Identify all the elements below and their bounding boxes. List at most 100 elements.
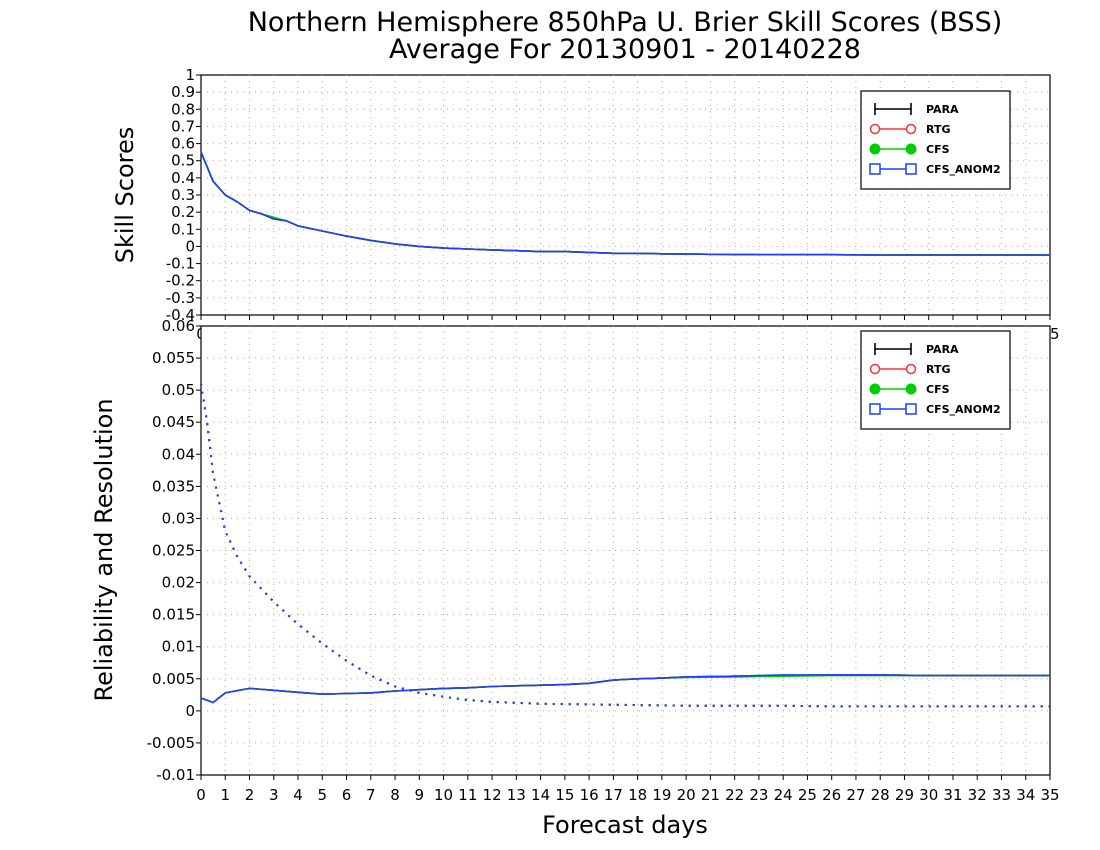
x-tick-label: 16	[580, 786, 599, 804]
y-tick-label: 0.2	[171, 203, 195, 221]
legend-label: RTG	[926, 363, 951, 376]
y-tick-label: 0.5	[171, 152, 195, 170]
y-tick-label: 0.6	[171, 135, 195, 153]
x-tick-label: 4	[293, 786, 303, 804]
y-tick-label: -0.2	[166, 272, 195, 290]
legend-label: CFS_ANOM2	[926, 403, 1001, 416]
y-tick-label: 0.035	[152, 477, 195, 495]
y-tick-label: 0.015	[152, 606, 195, 624]
y-tick-label: 0.4	[171, 169, 195, 187]
y-tick-label: 0.7	[171, 117, 195, 135]
x-tick-label: 19	[652, 786, 671, 804]
x-axis-label: Forecast days	[542, 811, 708, 839]
y-tick-label: 0.1	[171, 220, 195, 238]
y-tick-label: -0.005	[147, 734, 195, 752]
y-tick-label: -0.01	[156, 766, 195, 784]
x-tick-label: 14	[531, 786, 550, 804]
legend-box	[860, 330, 1011, 430]
reliability-resolution-panel: 0.060.0550.050.0450.040.0350.030.0250.02…	[90, 317, 1060, 804]
legend-label: CFS	[926, 143, 950, 156]
legend-box	[860, 90, 1011, 190]
legend-marker-square	[869, 163, 881, 175]
skill-scores-panel: 10.90.80.70.60.50.40.30.20.10-0.1-0.2-0.…	[111, 66, 1060, 343]
y-tick-label: 0.9	[171, 83, 195, 101]
y-tick-label: 0.005	[152, 670, 195, 688]
x-tick-label: 10	[434, 786, 453, 804]
x-tick-label: 6	[342, 786, 352, 804]
y-tick-label: -0.4	[166, 306, 195, 324]
x-tick-label: 22	[725, 786, 744, 804]
legend-label: PARA	[926, 343, 959, 356]
series-line-cfs-anom2	[200, 151, 1050, 256]
x-tick-label: 29	[895, 786, 914, 804]
y-tick-label: 1	[185, 66, 195, 84]
legend-marker-dot	[869, 143, 881, 155]
y-tick-label: 0.8	[171, 100, 195, 118]
y-tick-label: 0.04	[162, 445, 195, 463]
legend-marker-dot	[905, 143, 917, 155]
legend-marker-circle	[869, 123, 881, 135]
reliability-lines	[200, 674, 1050, 704]
y-tick-label: 0.025	[152, 542, 195, 560]
x-tick-label: 7	[366, 786, 376, 804]
x-tick-label: 23	[749, 786, 768, 804]
y-axis-label: Reliability and Resolution	[90, 398, 118, 701]
y-axis-label: Skill Scores	[111, 127, 139, 264]
y-tick-label: 0.06	[162, 317, 195, 335]
x-tick-label: 2	[245, 786, 255, 804]
legend-label: CFS_ANOM2	[926, 163, 1001, 176]
grid	[201, 75, 1050, 315]
legend-marker-dot	[869, 383, 881, 395]
x-tick-label: 21	[701, 786, 720, 804]
x-tick-label: 28	[871, 786, 890, 804]
x-tick-label: 27	[846, 786, 865, 804]
x-tick-label: 12	[483, 786, 502, 804]
x-tick-label: 11	[458, 786, 477, 804]
x-tick-label: 1	[220, 786, 230, 804]
y-tick-label: 0.01	[162, 638, 195, 656]
x-tick-label: 26	[822, 786, 841, 804]
y-tick-label: 0.3	[171, 186, 195, 204]
x-tick-label: 3	[269, 786, 279, 804]
x-tick-label: 35	[1040, 786, 1059, 804]
x-tick-label: 31	[943, 786, 962, 804]
legend-marker-circle	[905, 363, 917, 375]
legend-marker-square	[869, 403, 881, 415]
x-tick-label: 17	[604, 786, 623, 804]
y-tick-label: 0.02	[162, 574, 195, 592]
y-tick-label: 0.05	[162, 381, 195, 399]
x-tick-label: 13	[507, 786, 526, 804]
y-tick-label: 0.055	[152, 349, 195, 367]
x-tick-label: 25	[798, 786, 817, 804]
legend-label: PARA	[926, 103, 959, 116]
resolution-lines	[200, 383, 1050, 708]
x-tick-label: 15	[555, 786, 574, 804]
y-tick-label: -0.3	[166, 289, 195, 307]
x-tick-label: 0	[196, 786, 206, 804]
x-tick-label: 20	[677, 786, 696, 804]
chart-title-line2: Average For 20130901 - 20140228	[389, 34, 861, 65]
series-line-cfs-anom2	[200, 674, 1050, 704]
chart-title-line1: Northern Hemisphere 850hPa U. Brier Skil…	[248, 7, 1003, 38]
y-tick-label: 0.045	[152, 413, 195, 431]
x-tick-label: 18	[628, 786, 647, 804]
x-tick-label: 32	[968, 786, 987, 804]
series-lines	[200, 151, 1050, 256]
legend-marker-square	[905, 403, 917, 415]
legend-marker-dot	[905, 383, 917, 395]
y-tick-label: 0	[185, 237, 195, 255]
legend: PARA RTG CFS CFS_ANOM2	[860, 330, 1011, 430]
y-tick-label: 0.03	[162, 509, 195, 527]
legend-marker-circle	[869, 363, 881, 375]
y-tick-label: -0.1	[166, 255, 195, 273]
y-tick-label: 0	[185, 702, 195, 720]
x-tick-label: 5	[318, 786, 328, 804]
legend-label: RTG	[926, 123, 951, 136]
x-tick-label: 33	[992, 786, 1011, 804]
x-tick-label: 34	[1016, 786, 1035, 804]
x-tick-label: 8	[390, 786, 400, 804]
legend: PARA RTG CFS CFS_ANOM2	[860, 90, 1011, 190]
x-tick-label: 9	[415, 786, 425, 804]
x-tick-label: 24	[774, 786, 793, 804]
